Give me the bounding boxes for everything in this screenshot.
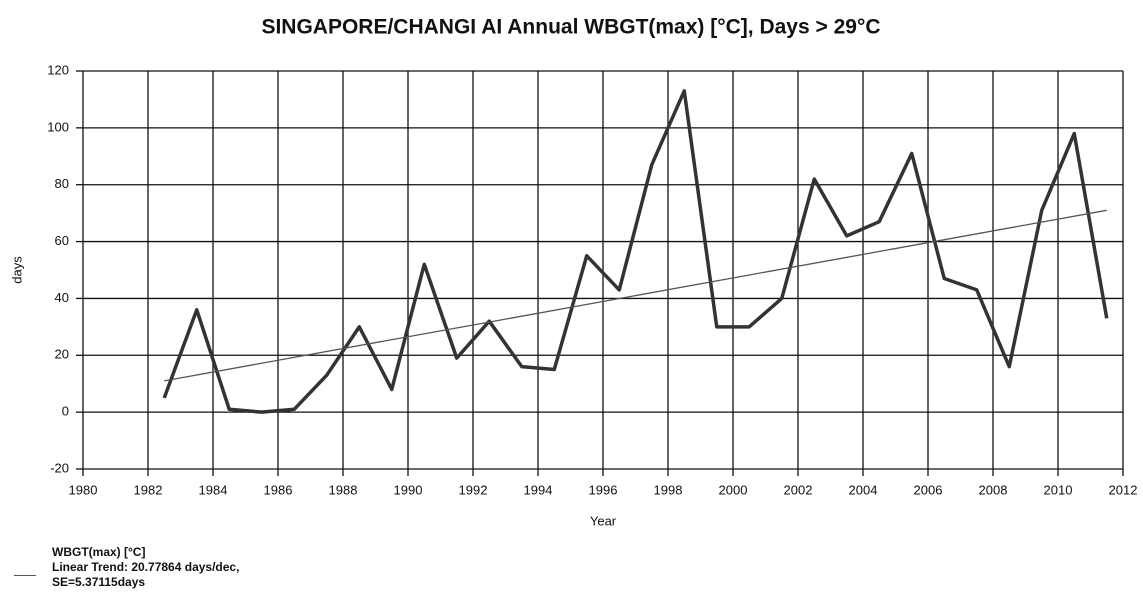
x-tick-label: 1990	[394, 482, 423, 497]
x-tick-label: 2008	[979, 482, 1008, 497]
chart-title: SINGAPORE/CHANGI AI Annual WBGT(max) [°C…	[261, 16, 880, 39]
x-tick-label: 2006	[914, 482, 943, 497]
y-tick-label: 0	[62, 404, 69, 419]
x-tick-label: 2002	[784, 482, 813, 497]
data-line	[162, 89, 1109, 414]
x-tick-label: 2010	[1044, 482, 1073, 497]
x-tick-label: 1992	[459, 482, 488, 497]
y-tick-label: 120	[47, 62, 69, 77]
x-tick-label: 1982	[134, 482, 163, 497]
y-axis-label: days	[9, 256, 24, 284]
legend-swatch	[14, 574, 36, 576]
y-tick-label: -20	[50, 460, 69, 475]
x-tick-label: 1986	[264, 482, 293, 497]
x-tick-label: 1998	[654, 482, 683, 497]
x-tick-label: 1994	[524, 482, 553, 497]
legend: WBGT(max) [°C] Linear Trend: 20.77864 da…	[14, 545, 277, 590]
y-tick-label: 40	[55, 290, 69, 305]
x-tick-label: 1996	[589, 482, 618, 497]
x-tick-label: 2012	[1109, 482, 1138, 497]
y-tick-label: 80	[55, 176, 69, 191]
trend-line	[164, 209, 1107, 382]
legend-entry: Linear Trend: 20.77864 days/dec, SE=5.37…	[14, 560, 277, 590]
legend-label: Linear Trend: 20.77864 days/dec, SE=5.37…	[52, 560, 240, 589]
x-tick-label: 2000	[719, 482, 748, 497]
legend-label: WBGT(max) [°C]	[52, 545, 146, 559]
x-tick-label: 1988	[329, 482, 358, 497]
x-tick-label: 1984	[199, 482, 228, 497]
x-tick-label: 1980	[69, 482, 98, 497]
y-tick-label: 20	[55, 347, 69, 362]
x-tick-label: 2004	[849, 482, 878, 497]
y-tick-label: 60	[55, 233, 69, 248]
y-tick-label: 100	[47, 119, 69, 134]
x-axis-label: Year	[590, 513, 617, 528]
